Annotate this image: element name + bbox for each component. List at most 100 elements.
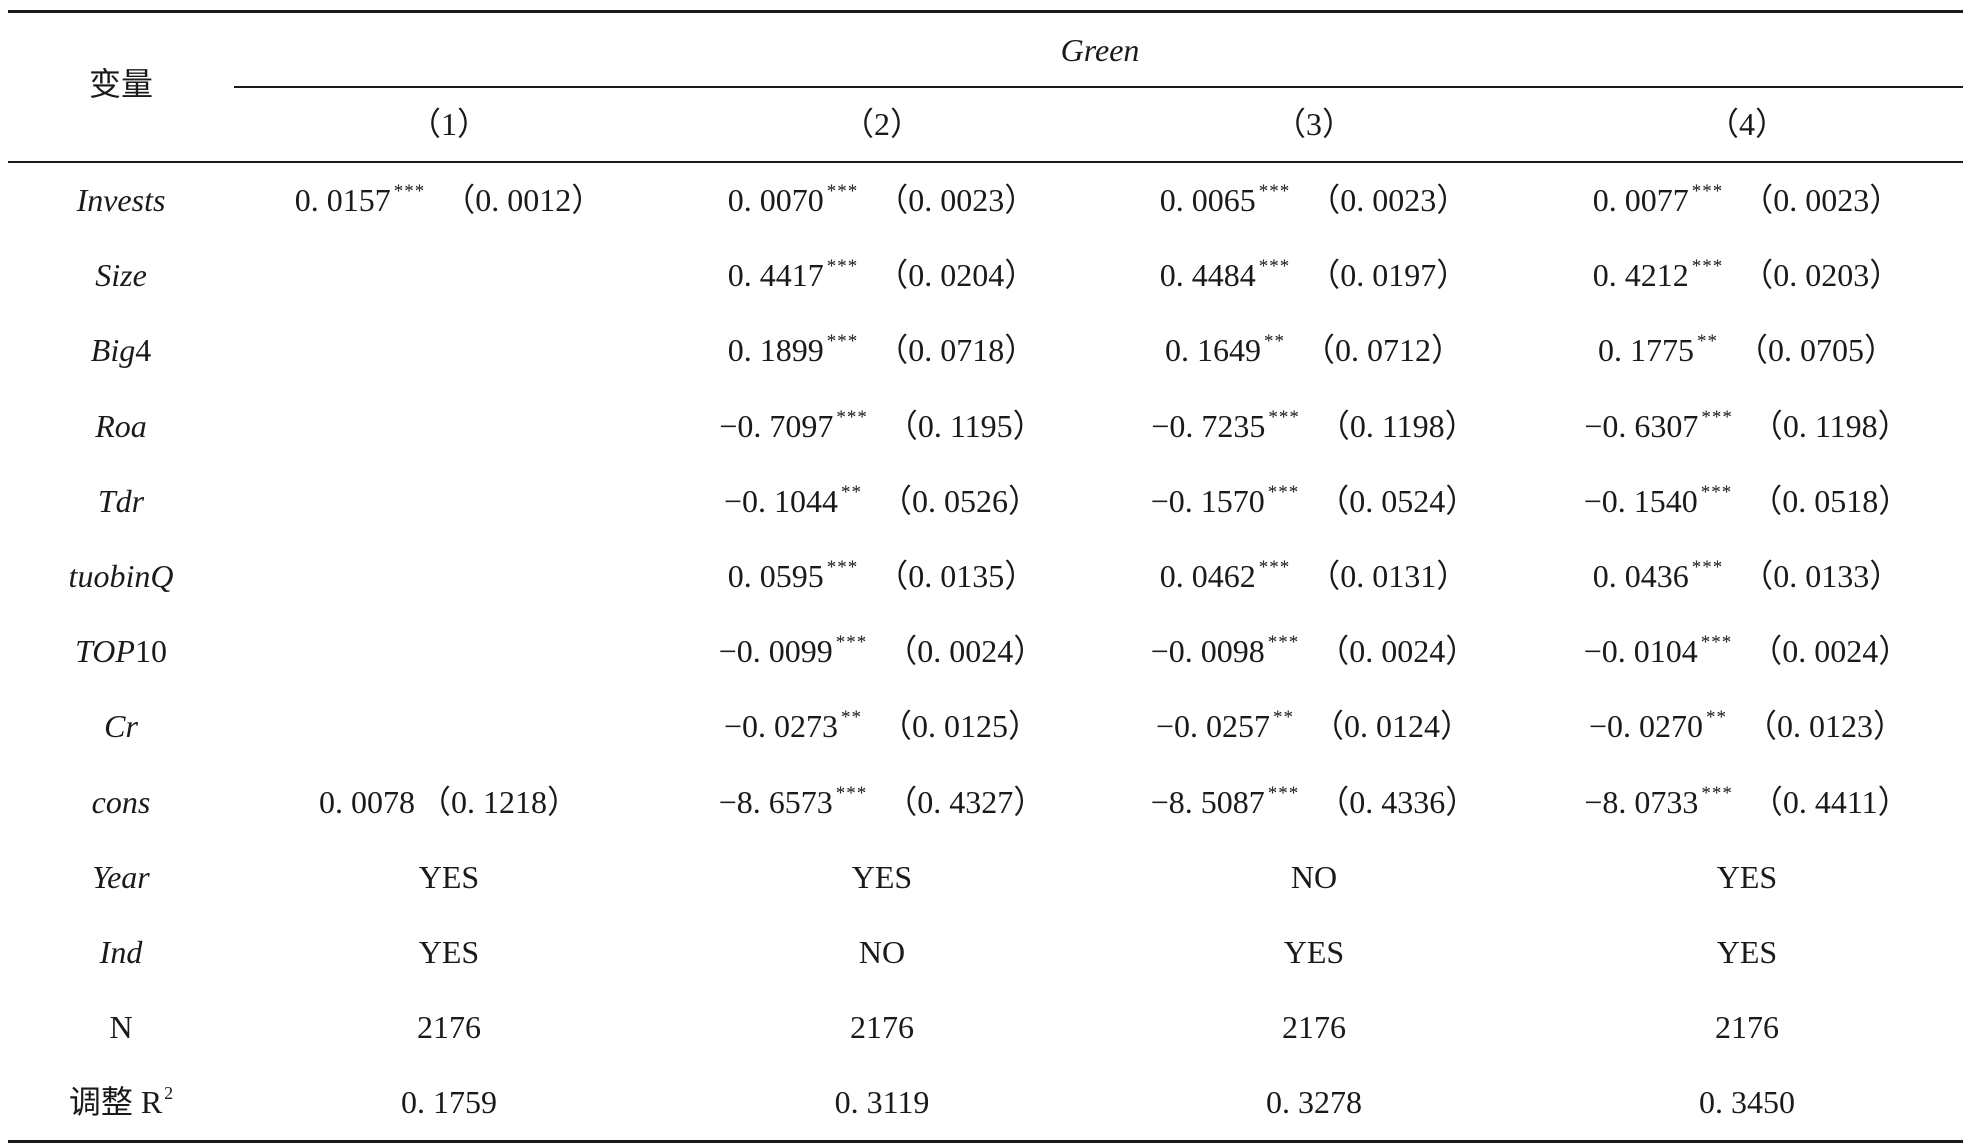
table-cell: −0. 6307 *** （0. 1198） xyxy=(1584,407,1910,444)
table-cell: 0. 0436 *** （0. 0133） xyxy=(1593,557,1902,592)
table-cell: −8. 6573 *** （0. 4327） xyxy=(718,783,1046,820)
standard-error: （0. 0131） xyxy=(1308,558,1469,594)
significance-stars: *** xyxy=(1700,482,1733,503)
coefficient: YES xyxy=(1283,934,1345,970)
significance-stars: *** xyxy=(1258,557,1291,578)
significance-stars: *** xyxy=(393,181,426,202)
row-label: N xyxy=(109,1009,133,1045)
coefficient: −8. 6573 xyxy=(718,784,833,820)
significance-stars: *** xyxy=(1267,783,1300,804)
standard-error: （0. 0203） xyxy=(1741,257,1902,293)
table-cell: 0. 1899 *** （0. 0718） xyxy=(728,331,1037,368)
coefficient: 0. 0462 xyxy=(1159,558,1256,594)
table-cell: 0. 3119 xyxy=(835,1086,930,1118)
coefficient: 0. 3119 xyxy=(834,1084,930,1120)
column-header-1: （1） xyxy=(408,106,490,142)
standard-error: （0. 0024） xyxy=(1317,633,1478,669)
standard-error: （0. 1198） xyxy=(1317,408,1477,444)
significance-stars: *** xyxy=(1691,557,1724,578)
standard-error: （0. 0023） xyxy=(876,182,1037,218)
table-cell: −0. 0273 ** （0. 0125） xyxy=(724,707,1041,744)
standard-error: （0. 0023） xyxy=(1308,182,1469,218)
table-cell: −8. 0733 *** （0. 4411） xyxy=(1584,783,1909,818)
significance-stars: *** xyxy=(835,783,868,804)
significance-stars: *** xyxy=(1258,256,1291,277)
standard-error: （0. 4327） xyxy=(885,784,1046,820)
standard-error: （0. 0135） xyxy=(876,558,1037,594)
table-cell: 0. 0065 *** （0. 0023） xyxy=(1160,182,1469,218)
significance-stars: *** xyxy=(835,632,868,653)
standard-error: （0. 1198） xyxy=(1750,408,1910,444)
bottom-rule xyxy=(8,1140,1963,1143)
standard-error: （0. 0526） xyxy=(880,483,1041,519)
table-cell: NO xyxy=(1291,861,1337,893)
standard-error: （0. 0197） xyxy=(1308,257,1469,293)
table-cell: −0. 7097 *** （0. 1195） xyxy=(719,408,1045,444)
coefficient: NO xyxy=(1290,859,1338,895)
table-cell: −0. 0104 *** （0. 0024） xyxy=(1584,633,1911,669)
row-label: cons xyxy=(91,784,151,820)
table-cell: 2176 xyxy=(850,1011,914,1043)
significance-stars: *** xyxy=(1267,482,1300,503)
significance-stars: *** xyxy=(1691,181,1724,202)
group-rule xyxy=(234,86,1963,88)
table-cell: −0. 7235 *** （0. 1198） xyxy=(1151,408,1477,444)
significance-stars: *** xyxy=(1701,407,1733,428)
coefficient: 2176 xyxy=(1715,1009,1779,1045)
significance-stars: ** xyxy=(841,482,863,503)
significance-stars: ** xyxy=(1273,707,1295,728)
coefficient: 2176 xyxy=(850,1009,914,1045)
coefficient: YES xyxy=(1716,859,1778,895)
table-cell: 0. 0070 *** （0. 0023） xyxy=(728,182,1037,218)
significance-stars: ** xyxy=(841,707,863,728)
coefficient: 0. 1759 xyxy=(401,1084,497,1120)
table-cell: NO xyxy=(859,936,905,968)
row-label: Invests xyxy=(76,182,166,218)
coefficient: −0. 7235 xyxy=(1151,408,1266,444)
row-label: Roa xyxy=(95,408,147,444)
significance-stars: *** xyxy=(1701,783,1733,804)
top-rule xyxy=(8,10,1963,13)
coefficient: −8. 5087 xyxy=(1150,784,1265,820)
significance-stars: *** xyxy=(826,331,859,352)
table-cell: 0. 3278 xyxy=(1266,1086,1362,1118)
significance-stars: ** xyxy=(1706,707,1728,728)
standard-error: （0. 0518） xyxy=(1750,483,1911,519)
table-cell: 0. 3450 xyxy=(1699,1086,1795,1118)
table-cell: −0. 1044 ** （0. 0526） xyxy=(724,482,1041,519)
standard-error: （0. 0718） xyxy=(876,332,1037,368)
row-label: tuobinQ xyxy=(68,558,174,594)
standard-error: （0. 0024） xyxy=(885,633,1046,669)
significance-stars: *** xyxy=(826,256,859,277)
table-cell: YES xyxy=(419,861,479,893)
coefficient: 2176 xyxy=(417,1009,481,1045)
column-header-4: （4） xyxy=(1706,106,1788,142)
coefficient: −0. 0270 xyxy=(1588,708,1704,744)
standard-error: （0. 0012） xyxy=(443,182,604,218)
table-cell: YES xyxy=(1717,936,1777,968)
standard-error: （0. 0024） xyxy=(1750,633,1911,669)
coefficient: −0. 1570 xyxy=(1150,483,1265,519)
table-cell: 2176 xyxy=(1282,1011,1346,1043)
coefficient: 0. 3450 xyxy=(1699,1084,1795,1120)
column-header-3: （3） xyxy=(1273,106,1355,142)
standard-error: （0. 0125） xyxy=(880,708,1041,744)
table-cell: 0. 1649 ** （0. 0712） xyxy=(1165,332,1463,366)
coefficient: NO xyxy=(858,934,906,970)
table-cell: −0. 0270 ** （0. 0123） xyxy=(1588,707,1906,744)
significance-stars: ** xyxy=(1696,331,1718,352)
table-cell: −0. 0257 ** （0. 0124） xyxy=(1155,707,1472,744)
standard-error: （0. 4336） xyxy=(1317,784,1478,820)
variable-header: 变量 xyxy=(88,66,154,102)
coefficient: −0. 0257 xyxy=(1155,708,1271,744)
group-header: Green xyxy=(1060,32,1140,68)
table-cell: YES xyxy=(419,936,479,968)
coefficient: −0. 7097 xyxy=(719,408,834,444)
standard-error: （0. 0123） xyxy=(1745,708,1906,744)
column-header-2: （2） xyxy=(841,106,923,142)
coefficient: 0. 4484 xyxy=(1159,257,1256,293)
coefficient: YES xyxy=(851,859,913,895)
standard-error: （0. 1195） xyxy=(885,408,1045,444)
table-cell: −0. 1540 *** （0. 0518） xyxy=(1584,482,1911,519)
